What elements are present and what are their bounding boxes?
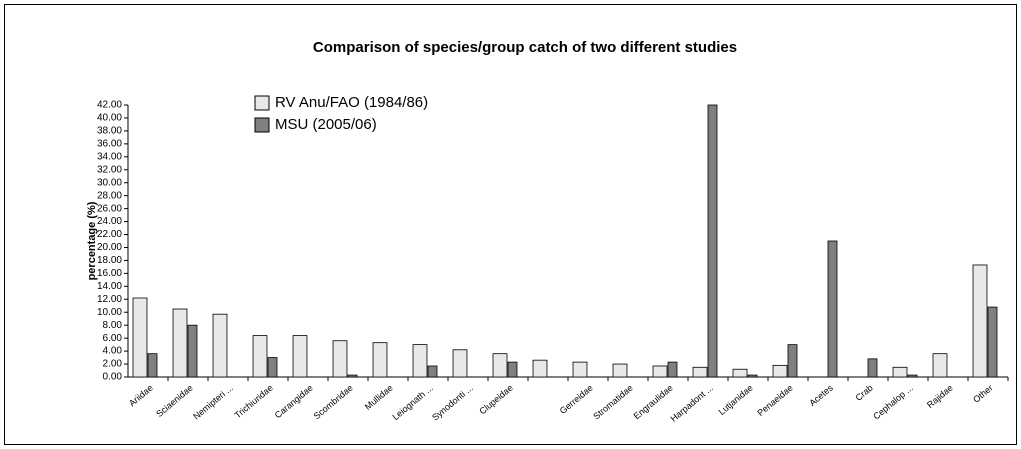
y-tick-label: 24.00	[97, 216, 122, 227]
bar	[452, 349, 468, 378]
bar	[507, 361, 518, 378]
frame	[4, 4, 1017, 445]
y-tick-label: 16.00	[97, 268, 122, 279]
y-tick-label: 8.00	[103, 320, 123, 331]
bar	[692, 366, 708, 378]
bar	[827, 240, 838, 378]
bar	[427, 365, 438, 378]
x-tick-label: Clupeidae	[477, 383, 514, 417]
legend-label: MSU (2005/06)	[275, 116, 377, 133]
bar	[572, 361, 588, 378]
x-tick-label: Ariidae	[127, 383, 155, 409]
y-tick-label: 28.00	[97, 190, 122, 201]
bar	[532, 359, 548, 378]
x-tick-label: Scombridae	[312, 383, 355, 422]
legend-label: RV Anu/FAO (1984/86)	[275, 94, 428, 111]
x-tick-label: Leiognath ...	[390, 383, 434, 423]
y-tick-label: 2.00	[103, 359, 123, 370]
x-tick-label: Carangidae	[273, 383, 315, 421]
y-tick-label: 38.00	[97, 126, 122, 137]
x-tick-label: Rajidae	[925, 383, 955, 410]
y-tick-label: 14.00	[97, 281, 122, 292]
legend-swatch	[254, 117, 270, 133]
y-tick-label: 26.00	[97, 203, 122, 214]
bar	[932, 353, 948, 378]
x-tick-label: Lutjanidae	[717, 383, 755, 417]
x-tick-label: Trichiuridae	[233, 383, 275, 421]
legend-swatch	[254, 95, 270, 111]
x-tick-label: Nemipteri ...	[191, 383, 235, 422]
bar	[787, 344, 798, 378]
chart-title: Comparison of species/group catch of two…	[313, 39, 737, 56]
y-tick-label: 22.00	[97, 229, 122, 240]
x-tick-label: Harpadont ...	[669, 383, 715, 424]
bar	[292, 335, 308, 378]
y-tick-label: 42.00	[97, 100, 122, 111]
y-tick-label: 36.00	[97, 138, 122, 149]
x-tick-label: Penaeidae	[755, 383, 794, 418]
bar	[747, 374, 758, 378]
bar	[987, 306, 998, 378]
bar	[172, 308, 188, 378]
bar	[412, 344, 428, 378]
bar	[347, 374, 358, 378]
y-tick-label: 18.00	[97, 255, 122, 266]
y-tick-label: 6.00	[103, 333, 123, 344]
y-tick-label: 20.00	[97, 242, 122, 253]
bar	[187, 324, 198, 378]
y-tick-label: 12.00	[97, 294, 122, 305]
x-tick-label: Sciaenidae	[154, 383, 195, 419]
x-tick-label: Other	[971, 383, 995, 405]
bar	[252, 335, 268, 378]
y-tick-label: 40.00	[97, 113, 122, 124]
bar	[147, 353, 158, 378]
bar	[667, 361, 678, 378]
y-tick-label: 10.00	[97, 307, 122, 318]
bar	[612, 363, 628, 378]
bar	[332, 340, 348, 378]
x-tick-label: Crab	[853, 383, 874, 403]
y-tick-label: 0.00	[103, 372, 123, 383]
y-axis-label: percentage (%)	[86, 201, 98, 280]
y-tick-label: 30.00	[97, 177, 122, 188]
x-tick-label: Acetes	[807, 382, 835, 408]
x-tick-label: Gerreidae	[558, 383, 595, 416]
bar	[372, 342, 388, 378]
bar	[907, 374, 918, 378]
y-tick-label: 4.00	[103, 346, 123, 357]
bar	[652, 365, 668, 378]
bar	[492, 353, 508, 378]
x-tick-label: Mullidae	[363, 383, 395, 412]
x-tick-label: Stromatidae	[591, 383, 635, 422]
bar	[132, 297, 148, 378]
x-tick-label: Cephalop ...	[871, 383, 915, 422]
bar	[892, 366, 908, 378]
bar	[732, 368, 748, 378]
x-tick-label: Synodonti ...	[430, 383, 475, 423]
bar	[707, 104, 718, 378]
y-tick-label: 34.00	[97, 151, 122, 162]
bar	[867, 358, 878, 378]
bar	[212, 313, 228, 378]
bar	[972, 264, 988, 378]
bar	[267, 357, 278, 378]
bar	[772, 364, 788, 378]
y-tick-label: 32.00	[97, 164, 122, 175]
